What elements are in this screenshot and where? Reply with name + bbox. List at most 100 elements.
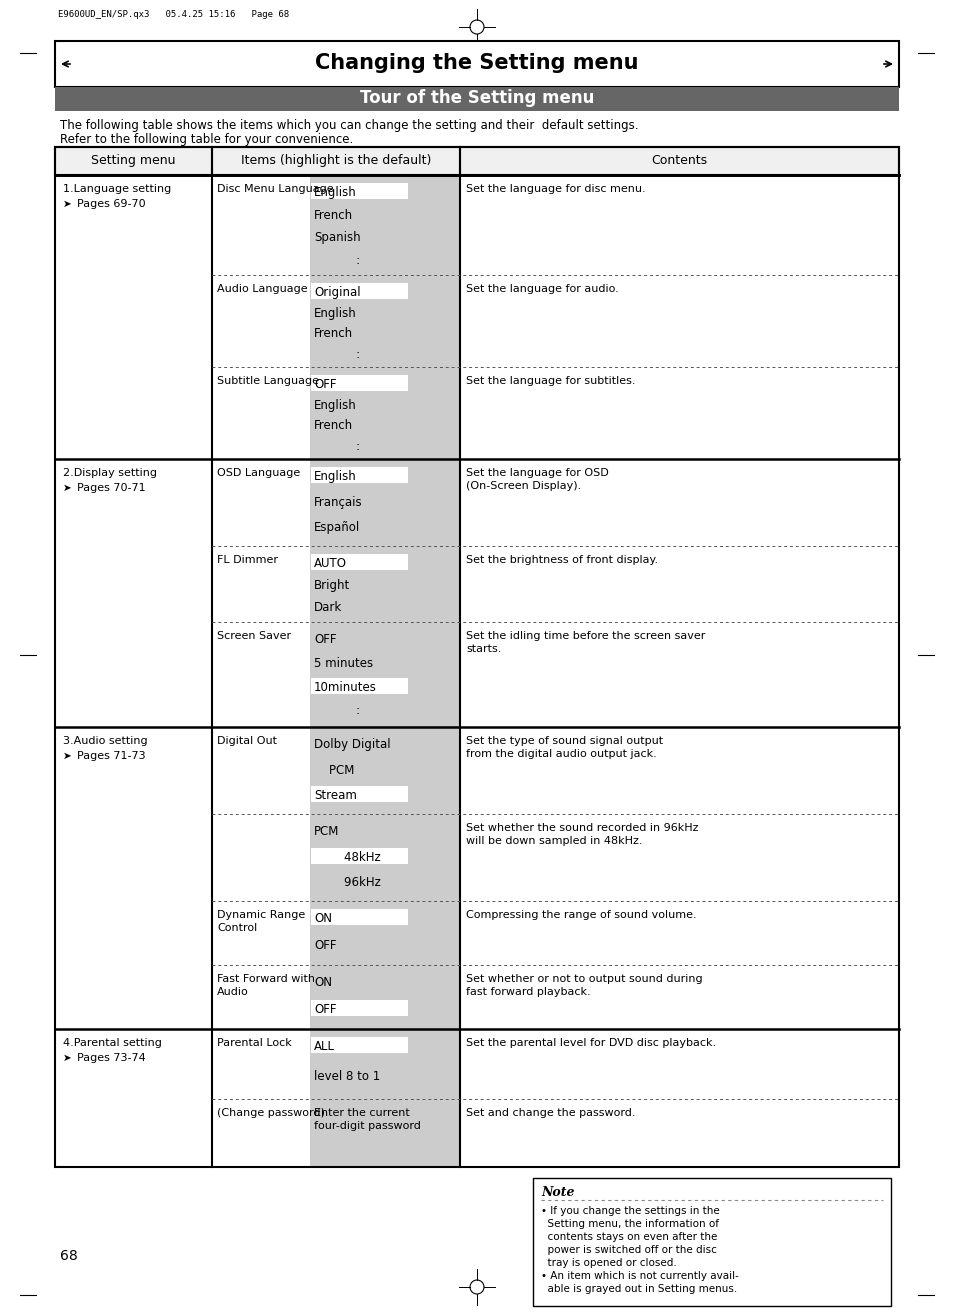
Bar: [533, 1178, 890, 1306]
Text: E9600UD_EN/SP.qx3   05.4.25 15:16   Page 68: E9600UD_EN/SP.qx3 05.4.25 15:16 Page 68: [58, 11, 289, 18]
Text: (Change password): (Change password): [216, 1109, 325, 1118]
Bar: [311, 283, 408, 299]
Text: • If you change the settings in the: • If you change the settings in the: [540, 1206, 719, 1216]
Text: Pages 69-70: Pages 69-70: [77, 199, 146, 209]
Text: 96kHz: 96kHz: [314, 876, 380, 889]
Text: Disc Menu Language: Disc Menu Language: [216, 184, 334, 195]
Bar: [310, 1030, 459, 1099]
Text: Set the brightness of front display.: Set the brightness of front display.: [465, 555, 658, 565]
Text: Digital Out: Digital Out: [216, 736, 276, 746]
Text: starts.: starts.: [465, 644, 501, 654]
Text: PCM: PCM: [314, 825, 339, 838]
Bar: [310, 459, 459, 546]
Text: tray is opened or closed.: tray is opened or closed.: [540, 1258, 676, 1268]
Text: Dynamic Range: Dynamic Range: [216, 910, 305, 920]
Text: ➤: ➤: [63, 1053, 71, 1063]
Text: 48kHz: 48kHz: [314, 851, 380, 864]
Text: English: English: [314, 306, 356, 320]
Bar: [55, 147, 898, 175]
Text: OSD Language: OSD Language: [216, 468, 300, 477]
Bar: [55, 41, 898, 87]
Text: Parental Lock: Parental Lock: [216, 1038, 292, 1048]
Text: ➤: ➤: [63, 751, 71, 761]
Text: • An item which is not currently avail-: • An item which is not currently avail-: [540, 1272, 739, 1281]
Text: Audio Language: Audio Language: [216, 284, 307, 295]
Text: 3.Audio setting: 3.Audio setting: [63, 736, 148, 746]
Text: Español: Español: [314, 521, 360, 534]
Text: four-digit password: four-digit password: [314, 1120, 420, 1131]
Bar: [310, 275, 459, 367]
Text: PCM: PCM: [314, 764, 354, 777]
Text: Set the language for subtitles.: Set the language for subtitles.: [465, 376, 635, 387]
Bar: [311, 467, 408, 483]
Text: FL Dimmer: FL Dimmer: [216, 555, 277, 565]
Bar: [310, 965, 459, 1030]
Text: :: :: [355, 705, 359, 717]
Text: 4.Parental setting: 4.Parental setting: [63, 1038, 162, 1048]
Text: Tour of the Setting menu: Tour of the Setting menu: [359, 89, 594, 107]
Text: Set the language for OSD: Set the language for OSD: [465, 468, 608, 477]
Text: Set the language for disc menu.: Set the language for disc menu.: [465, 184, 645, 195]
Text: Set whether the sound recorded in 96kHz: Set whether the sound recorded in 96kHz: [465, 823, 698, 832]
Bar: [310, 727, 459, 814]
Text: 2.Display setting: 2.Display setting: [63, 468, 157, 477]
Text: Français: Français: [314, 496, 362, 509]
Bar: [310, 814, 459, 901]
Text: French: French: [314, 209, 353, 221]
Bar: [311, 183, 408, 199]
Text: able is grayed out in Setting menus.: able is grayed out in Setting menus.: [540, 1283, 737, 1294]
Text: (On-Screen Display).: (On-Screen Display).: [465, 481, 580, 490]
Text: English: English: [314, 398, 356, 412]
Text: Pages 73-74: Pages 73-74: [77, 1053, 146, 1063]
Bar: [311, 677, 408, 693]
Text: Pages 70-71: Pages 70-71: [77, 483, 146, 493]
Text: AUTO: AUTO: [314, 558, 347, 569]
Text: OFF: OFF: [314, 377, 336, 391]
Text: Compressing the range of sound volume.: Compressing the range of sound volume.: [465, 910, 696, 920]
Text: Set and change the password.: Set and change the password.: [465, 1109, 635, 1118]
Text: ALL: ALL: [314, 1040, 335, 1053]
Text: ON: ON: [314, 976, 332, 989]
Text: Dolby Digital: Dolby Digital: [314, 738, 390, 751]
Text: ➤: ➤: [63, 199, 71, 209]
Text: OFF: OFF: [314, 939, 336, 952]
Text: Setting menu, the information of: Setting menu, the information of: [540, 1219, 719, 1230]
Text: French: French: [314, 327, 353, 341]
Bar: [311, 909, 408, 924]
Text: Subtitle Language: Subtitle Language: [216, 376, 318, 387]
Bar: [311, 999, 408, 1016]
Text: Setting menu: Setting menu: [91, 154, 175, 167]
Bar: [310, 901, 459, 965]
Text: ON: ON: [314, 913, 332, 924]
Bar: [55, 87, 898, 110]
Bar: [311, 786, 408, 802]
Text: Contents: Contents: [651, 154, 707, 167]
Bar: [310, 367, 459, 459]
Text: 68: 68: [60, 1249, 77, 1262]
Text: OFF: OFF: [314, 1003, 336, 1016]
Text: Spanish: Spanish: [314, 231, 360, 245]
Bar: [310, 546, 459, 622]
Text: Set the type of sound signal output: Set the type of sound signal output: [465, 736, 662, 746]
Text: Dark: Dark: [314, 601, 342, 614]
Text: Items (highlight is the default): Items (highlight is the default): [240, 154, 431, 167]
Text: :: :: [355, 347, 359, 360]
Text: :: :: [355, 439, 359, 452]
Text: The following table shows the items which you can change the setting and their  : The following table shows the items whic…: [60, 118, 638, 132]
Text: French: French: [314, 419, 353, 433]
Text: Fast Forward with: Fast Forward with: [216, 974, 314, 984]
Bar: [311, 848, 408, 864]
Text: contents stays on even after the: contents stays on even after the: [540, 1232, 717, 1241]
Text: Original: Original: [314, 285, 360, 299]
Bar: [311, 375, 408, 391]
Text: 10minutes: 10minutes: [314, 680, 376, 693]
Text: Bright: Bright: [314, 579, 350, 592]
Bar: [311, 1038, 408, 1053]
Text: from the digital audio output jack.: from the digital audio output jack.: [465, 750, 656, 759]
Text: Set the idling time before the screen saver: Set the idling time before the screen sa…: [465, 631, 704, 640]
Text: Note: Note: [540, 1186, 574, 1199]
Text: English: English: [314, 185, 356, 199]
Text: :: :: [355, 254, 359, 267]
Text: Changing the Setting menu: Changing the Setting menu: [314, 53, 639, 74]
Text: Stream: Stream: [314, 789, 356, 802]
